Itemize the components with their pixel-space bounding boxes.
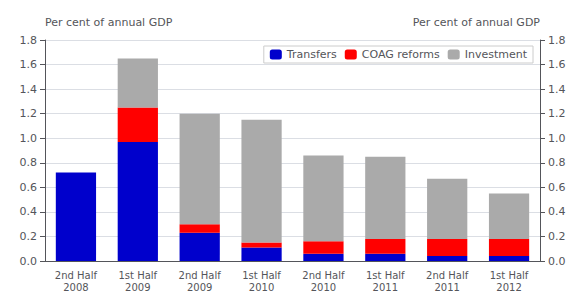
svg-text:Per cent of annual GDP: Per cent of annual GDP [413, 16, 541, 29]
svg-text:2nd Half: 2nd Half [302, 270, 345, 281]
svg-text:1st Half: 1st Half [490, 270, 529, 281]
svg-text:1.6: 1.6 [548, 58, 566, 71]
svg-text:2012: 2012 [496, 282, 521, 293]
svg-text:Per cent of annual GDP: Per cent of annual GDP [45, 16, 173, 29]
svg-text:1.8: 1.8 [548, 34, 566, 47]
svg-text:1.2: 1.2 [20, 107, 38, 120]
svg-text:1.4: 1.4 [20, 83, 38, 96]
svg-text:0.4: 0.4 [548, 205, 566, 218]
svg-text:2011: 2011 [434, 282, 459, 293]
svg-text:2nd Half: 2nd Half [55, 270, 98, 281]
svg-text:1st Half: 1st Half [119, 270, 158, 281]
svg-text:2008: 2008 [63, 282, 88, 293]
svg-text:2011: 2011 [373, 282, 398, 293]
svg-text:0.0: 0.0 [548, 255, 566, 268]
svg-text:2009: 2009 [125, 282, 150, 293]
svg-text:1.0: 1.0 [548, 132, 566, 145]
svg-text:1st Half: 1st Half [366, 270, 405, 281]
svg-text:2010: 2010 [311, 282, 336, 293]
svg-text:2010: 2010 [249, 282, 274, 293]
svg-text:1.6: 1.6 [20, 58, 38, 71]
svg-text:0.0: 0.0 [20, 255, 38, 268]
svg-text:1.2: 1.2 [548, 107, 566, 120]
svg-text:1.4: 1.4 [548, 83, 566, 96]
svg-text:0.4: 0.4 [20, 205, 38, 218]
svg-text:1.0: 1.0 [20, 132, 38, 145]
svg-text:0.6: 0.6 [20, 181, 38, 194]
svg-text:0.8: 0.8 [548, 156, 566, 169]
svg-text:1.8: 1.8 [20, 34, 38, 47]
svg-text:COAG reforms: COAG reforms [362, 48, 440, 61]
svg-text:Transfers: Transfers [286, 48, 337, 61]
svg-text:0.8: 0.8 [20, 156, 38, 169]
svg-text:Investment: Investment [465, 48, 528, 61]
svg-text:0.2: 0.2 [548, 230, 566, 243]
svg-text:2nd Half: 2nd Half [179, 270, 222, 281]
svg-text:0.2: 0.2 [20, 230, 38, 243]
svg-text:2nd Half: 2nd Half [426, 270, 469, 281]
svg-text:1st Half: 1st Half [242, 270, 281, 281]
svg-text:0.6: 0.6 [548, 181, 566, 194]
svg-text:2009: 2009 [187, 282, 212, 293]
